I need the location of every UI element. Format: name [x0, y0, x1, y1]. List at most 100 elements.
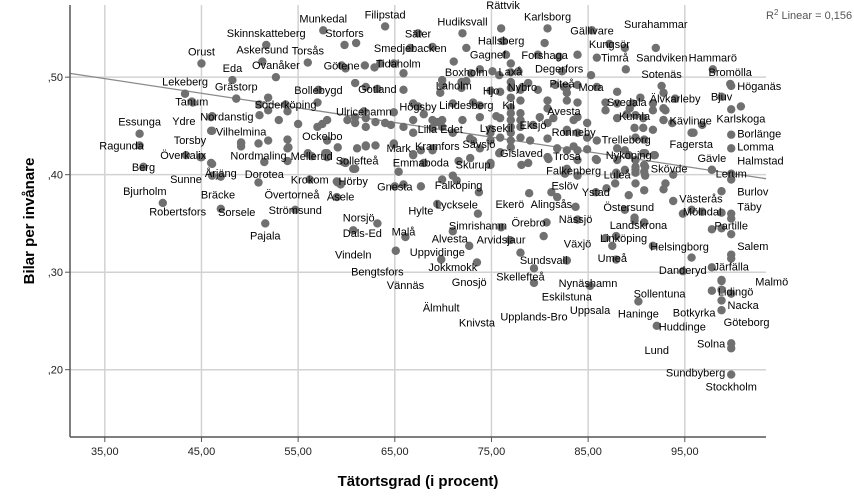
data-point [553, 192, 562, 202]
data-point [458, 29, 467, 38]
data-point [283, 156, 292, 166]
data-point [506, 83, 515, 93]
data-point [727, 289, 736, 298]
data-point [640, 186, 649, 195]
data-point [416, 182, 426, 191]
point-label: Falkenberg [546, 165, 601, 177]
data-point [305, 175, 314, 184]
point-label: Lekeberg [162, 77, 208, 89]
point-label: Ekerö [495, 199, 524, 211]
point-label: Hylte [408, 205, 433, 217]
data-point [274, 115, 283, 125]
point-label: Älvkarleby [650, 94, 701, 106]
data-point [544, 154, 553, 164]
point-label: Högsby [399, 101, 437, 113]
data-point [549, 113, 558, 123]
point-label: Fagersta [670, 139, 714, 151]
data-point [562, 127, 572, 136]
y-axis-title: Bilar per invånare [21, 158, 38, 285]
data-point [506, 109, 515, 118]
point-label: Borlänge [737, 128, 781, 140]
data-point [466, 69, 476, 78]
point-label: Skellefteå [496, 272, 545, 284]
data-point [630, 123, 639, 133]
data-point [376, 59, 385, 68]
data-point [612, 113, 622, 123]
point-label: Emmaboda [393, 157, 450, 169]
data-point [506, 115, 515, 125]
data-point [139, 162, 148, 172]
x-tick-label: 95,00 [671, 446, 699, 458]
data-point [562, 146, 572, 155]
data-point [639, 113, 648, 123]
x-tick-label: 35,00 [91, 446, 119, 458]
point-label: Kramfors [415, 141, 460, 153]
data-point [669, 196, 678, 206]
data-point [399, 180, 408, 189]
data-point [687, 253, 696, 262]
data-point [592, 53, 602, 62]
point-label: Haninge [618, 308, 659, 320]
point-label: Ockelbo [302, 131, 342, 143]
data-point [475, 65, 485, 74]
data-point [573, 50, 582, 59]
data-point [350, 112, 360, 122]
point-label: Övertorneå [265, 189, 321, 201]
data-point [608, 241, 617, 251]
data-point [689, 128, 698, 137]
data-point [380, 118, 390, 128]
x-tick-label: 55,00 [284, 446, 312, 458]
data-point [332, 177, 341, 186]
data-point [228, 75, 237, 85]
point-label: Nynäshamn [559, 278, 618, 290]
data-point [631, 155, 640, 165]
point-label: Surahammar [624, 19, 688, 31]
data-point [428, 123, 437, 133]
point-label: Höganäs [737, 81, 782, 93]
data-point [631, 133, 640, 142]
data-point [319, 26, 328, 35]
data-point [314, 85, 323, 95]
data-point [408, 150, 418, 159]
data-point [495, 133, 505, 142]
point-label: Sundbyberg [666, 367, 725, 379]
data-point [559, 82, 569, 92]
point-label: Uppvidinge [410, 247, 465, 259]
point-label: Helsingborg [650, 241, 709, 253]
data-point [408, 115, 418, 125]
data-point [486, 86, 495, 96]
data-point [717, 224, 726, 233]
point-label: Överkalix [160, 150, 206, 162]
data-point [341, 158, 350, 168]
data-point [492, 111, 501, 121]
point-label: Bromölla [709, 67, 753, 79]
point-label: Lund [645, 345, 669, 357]
point-label: Gnosjö [452, 277, 487, 289]
point-label: Alvesta [432, 234, 469, 246]
point-label: Nässjö [559, 214, 593, 226]
point-label: Ydre [172, 116, 195, 128]
point-label: Lycksele [435, 200, 477, 212]
data-point [542, 218, 551, 227]
data-point [462, 76, 471, 86]
point-label: Bjuv [711, 92, 733, 104]
data-point [640, 160, 649, 170]
data-point [727, 229, 736, 239]
data-point [516, 96, 525, 105]
data-point [611, 231, 621, 241]
point-label: Göteborg [724, 317, 770, 329]
data-point [361, 82, 370, 92]
y-tick-label: ,20 [48, 365, 63, 377]
data-point [361, 142, 370, 151]
data-point [612, 155, 622, 165]
data-point [727, 344, 736, 353]
data-point [717, 296, 726, 305]
point-label: Piteå [549, 78, 575, 90]
point-label: Simrishamn [449, 221, 507, 233]
data-point [707, 165, 717, 175]
point-label: Vännäs [387, 280, 425, 292]
data-point [631, 168, 640, 177]
data-point [454, 156, 463, 166]
data-point [373, 84, 382, 94]
